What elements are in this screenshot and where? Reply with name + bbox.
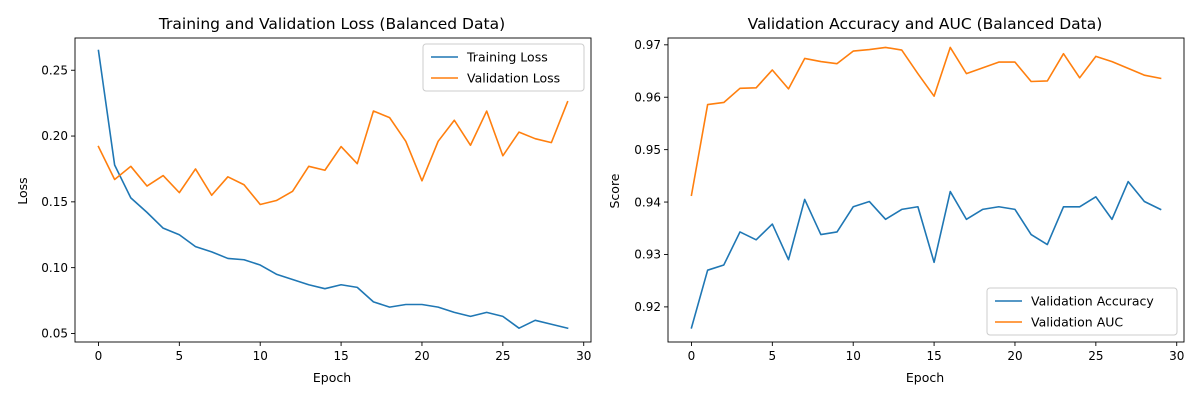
- loss-chart-xtick-label: 20: [414, 349, 429, 363]
- accuracy-auc-chart-axes-frame: [667, 37, 1185, 343]
- loss-chart-xtick-label: 25: [495, 349, 510, 363]
- loss-chart-legend-entry: Validation Loss: [467, 71, 560, 86]
- accuracy-auc-chart: Validation Accuracy and AUC (Balanced Da…: [607, 15, 1185, 385]
- loss-chart: Training and Validation Loss (Balanced D…: [15, 15, 592, 385]
- accuracy-auc-chart-xtick-label: 30: [1169, 349, 1184, 363]
- accuracy-auc-chart-xlabel: Epoch: [906, 370, 944, 385]
- accuracy-auc-chart-title: Validation Accuracy and AUC (Balanced Da…: [748, 15, 1103, 33]
- accuracy-auc-chart-legend-box: [986, 287, 1178, 336]
- accuracy-auc-chart-xtick-label: 20: [1007, 349, 1022, 363]
- loss-chart-ytick-label: 0.15: [41, 195, 68, 209]
- accuracy-auc-chart-xtick-label: 10: [846, 349, 861, 363]
- accuracy-auc-chart-ylabel: Score: [607, 173, 622, 208]
- accuracy-auc-chart-ytick-label: 0.93: [634, 248, 661, 262]
- loss-chart-xtick-label: 15: [333, 349, 348, 363]
- loss-chart-xtick-label: 30: [576, 349, 591, 363]
- accuracy-auc-chart-xtick-label: 25: [1088, 349, 1103, 363]
- loss-chart-series-validation-loss-line: [97, 100, 569, 206]
- loss-chart-ylabel: Loss: [15, 177, 30, 204]
- accuracy-auc-chart-legend-entry: Validation Accuracy: [1031, 294, 1154, 309]
- accuracy-auc-chart-ytick-label: 0.95: [634, 143, 661, 157]
- loss-chart-xtick-label: 10: [253, 349, 268, 363]
- loss-chart-legend-box: [422, 43, 585, 92]
- loss-chart-legend-entry: Training Loss: [466, 50, 548, 65]
- loss-chart-ytick-label: 0.20: [41, 129, 68, 143]
- accuracy-auc-chart-ytick-label: 0.94: [634, 195, 661, 209]
- loss-chart-legend: Training Loss Validation Loss: [422, 43, 585, 92]
- loss-chart-title: Training and Validation Loss (Balanced D…: [158, 15, 505, 33]
- loss-chart-xlabel: Epoch: [313, 370, 351, 385]
- accuracy-auc-chart-legend-entry: Validation AUC: [1031, 315, 1123, 330]
- loss-chart-ytick-label: 0.25: [41, 63, 68, 77]
- accuracy-auc-chart-series-validation-auc-line: [690, 46, 1162, 197]
- accuracy-auc-chart-xtick-label: 15: [926, 349, 941, 363]
- loss-chart-ytick-label: 0.05: [41, 327, 68, 341]
- accuracy-auc-chart-ytick-label: 0.97: [634, 38, 661, 52]
- accuracy-auc-chart-xtick-label: 0: [688, 349, 696, 363]
- loss-chart-xtick-label: 5: [176, 349, 184, 363]
- accuracy-auc-chart-ytick-label: 0.96: [634, 90, 661, 104]
- accuracy-auc-chart-series-validation-accuracy-line: [690, 180, 1162, 329]
- accuracy-auc-chart-legend: Validation Accuracy Validation AUC: [986, 287, 1178, 336]
- loss-chart-ytick-label: 0.10: [41, 261, 68, 275]
- loss-chart-xtick-label: 0: [95, 349, 103, 363]
- accuracy-auc-chart-xtick-label: 5: [769, 349, 777, 363]
- loss-chart-axes-frame: [74, 37, 592, 343]
- accuracy-auc-chart-ytick-label: 0.92: [634, 300, 661, 314]
- loss-chart-series-training-loss-line: [97, 49, 569, 330]
